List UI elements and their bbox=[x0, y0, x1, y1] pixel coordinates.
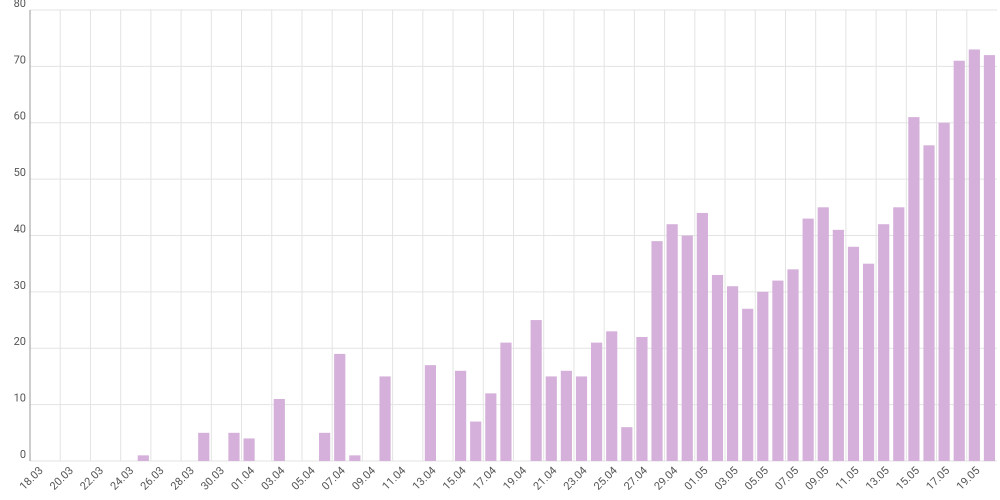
x-tick-label: 05.04 bbox=[289, 464, 318, 493]
bar bbox=[334, 353, 346, 461]
bar bbox=[832, 229, 844, 461]
bar bbox=[470, 421, 482, 461]
y-tick-label: 80 bbox=[14, 0, 26, 10]
x-tick-label: 01.04 bbox=[229, 464, 258, 493]
x-tick-label: 28.03 bbox=[168, 464, 197, 493]
x-tick-label: 01.05 bbox=[682, 464, 711, 493]
x-tick-label: 13.04 bbox=[410, 464, 439, 493]
x-tick-label: 26.03 bbox=[138, 464, 167, 493]
bar bbox=[772, 280, 784, 461]
bar bbox=[862, 263, 875, 461]
bar bbox=[606, 331, 618, 461]
x-tick-label: 05.05 bbox=[742, 464, 771, 493]
x-tick-label: 21.04 bbox=[531, 464, 560, 493]
x-tick-label: 30.03 bbox=[198, 464, 227, 493]
y-tick-label: 10 bbox=[14, 392, 26, 405]
y-tick-label: 0 bbox=[20, 448, 26, 461]
bar bbox=[953, 60, 965, 462]
bar bbox=[938, 122, 950, 461]
bar bbox=[681, 235, 693, 461]
bar bbox=[968, 49, 980, 462]
bar bbox=[273, 398, 285, 461]
bar bbox=[455, 370, 467, 461]
x-tick-label: 11.05 bbox=[833, 464, 862, 493]
bar bbox=[636, 336, 648, 461]
bar bbox=[560, 370, 572, 461]
bar bbox=[424, 365, 436, 461]
x-tick-label: 03.04 bbox=[259, 464, 288, 493]
x-tick-label: 11.04 bbox=[380, 464, 409, 493]
bar bbox=[711, 274, 724, 461]
x-tick-label: 29.04 bbox=[652, 464, 681, 493]
bar bbox=[243, 438, 255, 461]
bar bbox=[817, 207, 829, 461]
bar bbox=[983, 55, 996, 461]
bar bbox=[485, 393, 497, 461]
x-tick-label: 22.03 bbox=[77, 464, 106, 493]
x-tick-label: 09.05 bbox=[803, 464, 832, 493]
y-tick-label: 30 bbox=[14, 279, 26, 292]
x-tick-label: 07.04 bbox=[319, 464, 348, 493]
bar bbox=[349, 455, 361, 461]
x-tick-label: 17.05 bbox=[924, 464, 953, 493]
bar bbox=[575, 376, 588, 461]
x-tick-label: 20.03 bbox=[47, 464, 76, 493]
bar bbox=[530, 320, 542, 461]
y-tick-label: 70 bbox=[14, 53, 26, 66]
y-tick-label: 50 bbox=[14, 166, 26, 179]
y-tick-label: 20 bbox=[14, 335, 26, 348]
x-tick-label: 09.04 bbox=[349, 464, 378, 493]
x-tick-label: 15.05 bbox=[893, 464, 922, 493]
bar bbox=[591, 342, 603, 461]
bar bbox=[545, 376, 557, 461]
x-tick-label: 23.04 bbox=[561, 464, 590, 493]
x-tick-label: 25.04 bbox=[591, 464, 620, 493]
x-tick-label: 03.05 bbox=[712, 464, 741, 493]
x-tick-label: 27.04 bbox=[621, 464, 650, 493]
bar bbox=[908, 117, 920, 462]
x-tick-label: 18.03 bbox=[17, 464, 46, 493]
x-tick-label: 17.04 bbox=[470, 464, 499, 493]
bar bbox=[923, 145, 935, 462]
bar bbox=[666, 224, 678, 461]
bar bbox=[742, 308, 754, 461]
bar bbox=[319, 432, 331, 461]
bar bbox=[893, 207, 905, 461]
x-tick-label: 19.05 bbox=[954, 464, 983, 493]
bar bbox=[379, 376, 391, 461]
bar bbox=[651, 241, 663, 461]
bar bbox=[726, 286, 739, 461]
bar bbox=[500, 342, 512, 461]
y-tick-label: 40 bbox=[14, 222, 26, 235]
x-tick-label: 07.05 bbox=[772, 464, 801, 493]
x-tick-label: 19.04 bbox=[500, 464, 529, 493]
bar bbox=[228, 432, 240, 461]
bar bbox=[878, 224, 890, 461]
bar bbox=[757, 291, 769, 461]
bar bbox=[137, 455, 149, 461]
x-tick-label: 24.03 bbox=[108, 464, 137, 493]
y-tick-label: 60 bbox=[14, 110, 26, 123]
bar bbox=[198, 432, 210, 461]
bar bbox=[802, 218, 814, 461]
bar bbox=[847, 246, 860, 461]
bar bbox=[787, 269, 799, 461]
bar bbox=[696, 212, 708, 461]
bar bbox=[621, 427, 633, 461]
x-tick-label: 13.05 bbox=[863, 464, 892, 493]
x-tick-label: 15.04 bbox=[440, 464, 469, 493]
